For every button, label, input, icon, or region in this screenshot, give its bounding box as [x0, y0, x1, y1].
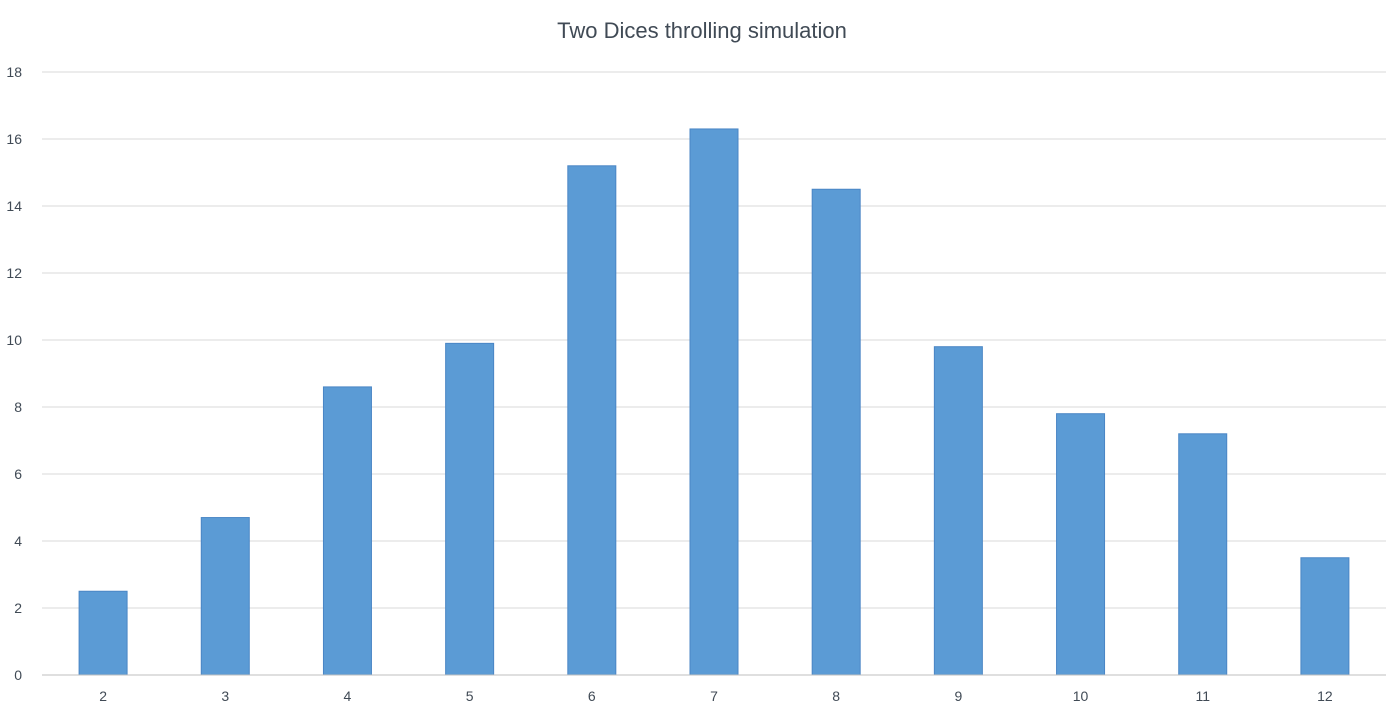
x-tick-label: 12	[1317, 688, 1333, 704]
bar-8	[811, 188, 861, 676]
bar-6	[567, 165, 617, 676]
x-tick-label: 6	[588, 688, 596, 704]
y-tick-label: 0	[14, 667, 22, 683]
x-tick-label: 9	[954, 688, 962, 704]
y-tick-label: 2	[14, 600, 22, 616]
y-tick-label: 10	[6, 332, 22, 348]
y-tick-label: 12	[6, 265, 22, 281]
x-tick-label: 7	[710, 688, 718, 704]
y-tick-label: 18	[6, 64, 22, 80]
bar-3	[200, 517, 250, 676]
y-tick-label: 4	[14, 533, 22, 549]
y-tick-label: 16	[6, 131, 22, 147]
y-axis-ticks: 0 2 4 6 8 10 12 14 16 18	[6, 64, 22, 683]
x-tick-label: 10	[1073, 688, 1089, 704]
x-tick-label: 8	[832, 688, 840, 704]
bar-5	[445, 342, 495, 676]
y-tick-label: 6	[14, 466, 22, 482]
bars	[78, 128, 1350, 676]
x-tick-label: 3	[221, 688, 229, 704]
x-tick-label: 4	[344, 688, 352, 704]
x-axis-ticks: 2 3 4 5 6 7 8 9 10 11 12	[99, 688, 1333, 704]
bar-7	[689, 128, 739, 676]
x-tick-label: 5	[466, 688, 474, 704]
y-tick-label: 14	[6, 198, 22, 214]
bar-10	[1056, 413, 1106, 676]
x-tick-label: 2	[99, 688, 107, 704]
bar-4	[322, 386, 372, 676]
bar-12	[1300, 557, 1350, 676]
x-tick-label: 11	[1195, 688, 1210, 704]
y-tick-label: 8	[14, 399, 22, 415]
bar-9	[933, 346, 983, 676]
bar-11	[1178, 433, 1228, 676]
bar-2	[78, 590, 128, 676]
chart-title: Two Dices throlling simulation	[557, 18, 847, 43]
